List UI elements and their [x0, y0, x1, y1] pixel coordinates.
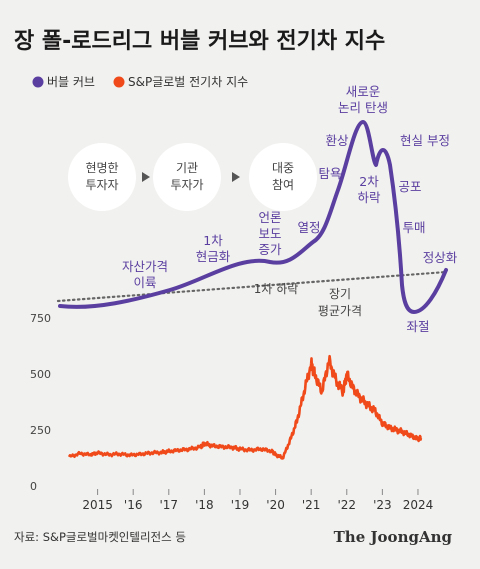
y-tick-label: 0 [30, 480, 37, 493]
annotation-line: 탐욕 [318, 166, 341, 181]
long-term-average-line [56, 270, 448, 303]
annotation-line: 보도 [258, 226, 281, 241]
annotation-line: 환상 [325, 133, 349, 148]
investor-stages: 현명한 투자자 기관 투자가 대중 참여 [68, 143, 317, 211]
brand-logo: The JoongAng [334, 528, 453, 546]
annotation-line: 공포 [398, 179, 421, 194]
y-tick-label: 250 [30, 424, 51, 437]
annotation-line: 이륙 [133, 275, 156, 290]
y-tick-label: 500 [30, 368, 51, 381]
series-line-ev-index [67, 354, 423, 460]
x-tick-label: '18 [195, 498, 214, 512]
annotation-line: 투매 [402, 220, 425, 235]
legend-swatch-ev-index [113, 76, 125, 88]
annotation-line: 현금화 [196, 249, 231, 264]
long-term-average-label-line1: 장기 [329, 287, 351, 301]
source-note: 자료: S&P글로벌마켓인텔리전스 등 [14, 530, 186, 544]
y-axis: 0 250 500 750 [30, 312, 51, 493]
annotation-line: 2차 [359, 174, 379, 189]
annotation-line: 현실 부정 [400, 133, 450, 148]
stage-circle-public-participation [249, 143, 317, 211]
annotation-line: 자산가격 [122, 259, 168, 274]
ev-index-series [67, 354, 423, 460]
y-tick-label: 750 [30, 312, 51, 325]
stage-label-line1: 기관 [176, 161, 198, 175]
x-tick-label: '21 [302, 498, 321, 512]
x-tick-label: '23 [373, 498, 392, 512]
arrow-right-icon [142, 172, 150, 182]
legend-label-bubble-curve: 버블 커브 [47, 75, 95, 89]
stage-label-line2: 참여 [272, 178, 294, 192]
legend-label-ev-index: S&P글로벌 전기차 지수 [128, 75, 248, 89]
bubble-annotations: 자산가격 이륙 1차 현금화 언론 보도 증가 열정 탐욕 환상 새로운 논리 … [122, 84, 458, 334]
annotation-line: 열정 [297, 220, 320, 235]
arrow-right-icon [232, 172, 240, 182]
x-tick-label: '16 [124, 498, 143, 512]
stage-circle-wise-investors [68, 143, 136, 211]
stage-circle-institutional-investors [153, 143, 221, 211]
x-tick-label: 2015 [82, 498, 113, 512]
annotation-line: 하락 [357, 190, 381, 205]
long-term-average-label-line2: 평균가격 [318, 304, 362, 318]
bubble-curve [58, 120, 448, 314]
legend: 버블 커브 S&P글로벌 전기차 지수 [32, 75, 248, 89]
annotation-line: 1차 [203, 233, 223, 248]
x-tick-label: '17 [159, 498, 178, 512]
annotation-line: 증가 [258, 242, 282, 257]
stage-label-line1: 대중 [272, 161, 294, 175]
annotation-line: 논리 탄생 [338, 100, 388, 115]
annotation-line: 새로운 [346, 84, 381, 99]
annotation-line: 정상화 [423, 250, 458, 265]
x-tick-label: 2024 [403, 498, 434, 512]
x-tick-label: '22 [337, 498, 356, 512]
stage-label-line1: 현명한 [85, 161, 118, 175]
annotation-line: 좌절 [406, 319, 429, 334]
x-tick-label: '20 [266, 498, 285, 512]
x-tick-label: '19 [231, 498, 250, 512]
annotation-line: 언론 [258, 210, 281, 225]
legend-swatch-bubble-curve [32, 76, 44, 88]
stage-label-line2: 투자자 [85, 178, 118, 192]
stage-label-line2: 투자가 [170, 178, 203, 192]
chart-title: 장 폴-로드리그 버블 커브와 전기차 지수 [14, 29, 385, 54]
x-axis: 2015 '16 '17 '18 '19 '20 '21 '22 '23 2024 [82, 489, 433, 512]
first-decline-label: 1차 하락 [254, 282, 299, 296]
dotted-line-labels: 1차 하락 장기 평균가격 [254, 282, 362, 318]
